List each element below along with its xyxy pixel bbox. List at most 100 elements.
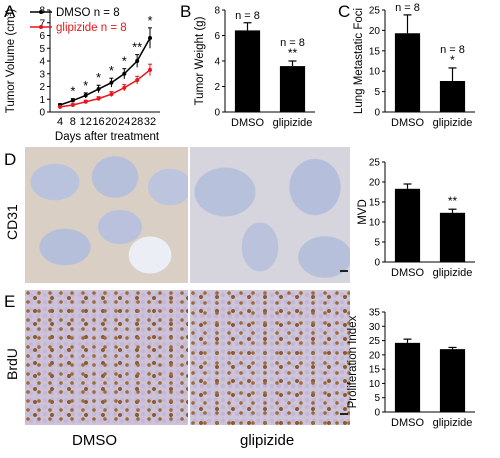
data-point-0 xyxy=(148,36,152,41)
y-tick-label-a: 2 xyxy=(39,82,45,93)
data-point-0 xyxy=(96,87,101,92)
y-tick-label-d: 15 xyxy=(369,198,381,209)
significance-mark: * xyxy=(83,78,88,93)
y-tick-label-c: 25 xyxy=(369,6,381,17)
y-tick-label-a: 6 xyxy=(39,31,45,42)
y-tick-label-c: 20 xyxy=(369,26,381,37)
data-point-0 xyxy=(135,59,140,63)
x-tick-label-d: glipizide xyxy=(433,267,473,279)
y-tick-label-a: 5 xyxy=(39,44,45,55)
data-point-1 xyxy=(135,78,140,83)
annotation-d: ** xyxy=(448,194,458,208)
cd31-glipizide-micrograph xyxy=(190,147,350,283)
y-tick-label-e: 30 xyxy=(369,322,381,333)
bar-c-0 xyxy=(394,33,421,113)
data-point-1 xyxy=(148,67,152,72)
series-line-0 xyxy=(59,37,151,106)
x-tick-label-a: 28 xyxy=(131,116,143,128)
y-tick-label-d: 20 xyxy=(369,178,381,189)
x-tick-label-a: 12 xyxy=(80,116,92,128)
cd31-dmso-micrograph xyxy=(25,147,188,283)
y-tick-label-e: 0 xyxy=(374,408,380,419)
y-tick-label-d: 0 xyxy=(374,258,380,269)
y-tick-label-b: 8 xyxy=(214,6,220,17)
y-tick-label-d: 5 xyxy=(374,238,380,249)
data-point-1 xyxy=(58,104,62,109)
y-tick-label-e: 15 xyxy=(369,365,381,376)
y-tick-label-e: 10 xyxy=(369,379,381,390)
series-line-1 xyxy=(59,69,151,108)
panel-letter-d: D xyxy=(4,150,17,169)
x-tick-label-a: 20 xyxy=(105,116,117,128)
x-tick-label-a: 16 xyxy=(92,116,104,128)
bar-d-1 xyxy=(439,212,466,262)
x-tick-label-e: glipizide xyxy=(433,417,473,429)
bar-b-0 xyxy=(234,30,261,112)
significance-mark: * xyxy=(70,84,75,99)
col-label-dmso: DMSO xyxy=(72,432,117,449)
brdu-glipizide-micrograph xyxy=(190,290,350,425)
y-tick-label-a: 1 xyxy=(39,95,45,106)
y-axis-label-d: MVD xyxy=(357,199,369,225)
panel-letter-c: C xyxy=(338,2,351,21)
y-tick-label-a: 0 xyxy=(39,108,45,119)
y-tick-label-a: 3 xyxy=(39,69,45,80)
x-tick-label-d: DMSO xyxy=(391,267,424,279)
legend-marker-1 xyxy=(39,25,43,29)
data-point-1 xyxy=(109,92,114,97)
data-point-0 xyxy=(122,71,127,76)
x-axis-label-a: Days after treatment xyxy=(55,131,160,143)
data-point-1 xyxy=(70,102,75,107)
legend-label-0: DMSO n = 8 xyxy=(56,7,120,19)
data-point-0 xyxy=(83,93,88,98)
y-tick-label-b: 4 xyxy=(214,57,220,68)
x-tick-label-a: 4 xyxy=(57,116,63,128)
y-axis-label-c: Lung Metastatic Foci xyxy=(353,8,365,114)
data-point-1 xyxy=(96,96,101,101)
x-tick-label-e: DMSO xyxy=(391,417,424,429)
legend-label-1: glipizide n = 8 xyxy=(56,22,127,34)
annotation-c: n = 8 xyxy=(395,2,420,14)
annotation-b: ** xyxy=(288,46,298,60)
bar-c-1 xyxy=(439,80,466,112)
significance-mark: * xyxy=(96,70,101,85)
y-tick-label-e: 25 xyxy=(369,336,381,347)
y-tick-label-e: 5 xyxy=(374,393,380,404)
bar-d-0 xyxy=(394,188,421,262)
data-point-1 xyxy=(83,99,88,104)
significance-mark: * xyxy=(122,54,127,69)
x-tick-label-a: 24 xyxy=(118,116,130,128)
scale-bar-cd31 xyxy=(340,270,348,272)
x-tick-label-a: 8 xyxy=(70,116,76,128)
bar-e-1 xyxy=(439,349,466,412)
annotation-c: * xyxy=(450,53,455,67)
annotation-b: n = 8 xyxy=(235,10,260,22)
y-tick-label-b: 0 xyxy=(214,108,220,119)
y-tick-label-a: 4 xyxy=(39,57,45,68)
y-tick-label-b: 2 xyxy=(214,82,220,93)
annotation-b: n = 8 xyxy=(280,37,305,49)
col-label-glipizide: glipizide xyxy=(240,432,295,449)
x-tick-label-c: glipizide xyxy=(433,117,473,129)
annotation-c: n = 8 xyxy=(440,44,465,56)
x-tick-label-b: DMSO xyxy=(231,117,264,129)
panel-letter-b: B xyxy=(180,2,192,21)
significance-mark: * xyxy=(109,63,114,78)
panel-letter-a: A xyxy=(4,2,16,21)
y-tick-label-c: 0 xyxy=(374,108,380,119)
brdu-dmso-micrograph xyxy=(25,290,188,425)
significance-mark: ** xyxy=(132,40,142,55)
data-point-1 xyxy=(122,85,127,90)
data-point-0 xyxy=(109,80,114,85)
y-tick-label-c: 15 xyxy=(369,46,381,57)
y-tick-label-a: 7 xyxy=(39,18,45,29)
y-tick-label-c: 10 xyxy=(369,67,381,78)
y-tick-label-d: 10 xyxy=(369,218,381,229)
x-tick-label-c: DMSO xyxy=(391,117,424,129)
x-tick-label-a: 32 xyxy=(144,116,156,128)
y-axis-label-a: Tumor Volume (cm³) xyxy=(5,9,17,114)
bar-e-0 xyxy=(394,342,421,412)
legend-marker-0 xyxy=(39,10,43,14)
y-tick-label-e: 20 xyxy=(369,350,381,361)
